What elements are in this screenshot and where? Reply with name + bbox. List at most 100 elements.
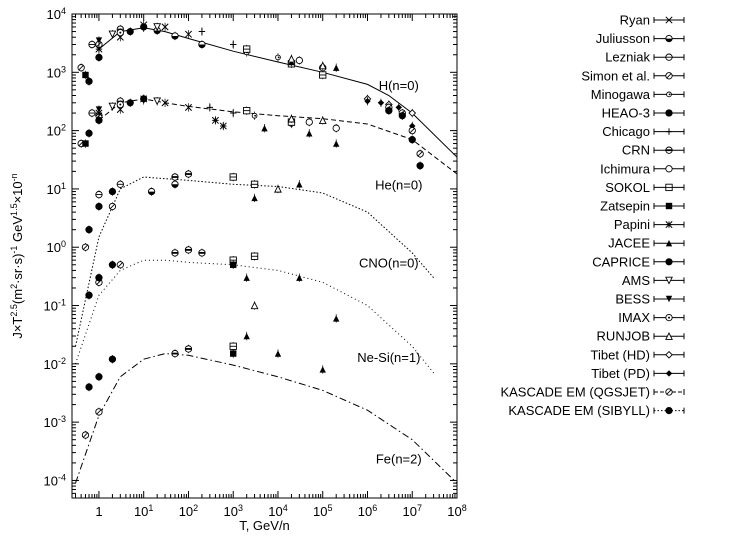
- data-point-lezniak: [88, 109, 96, 117]
- data-point-chicago: [230, 41, 237, 48]
- data-point-tibet-pd: [395, 104, 402, 111]
- data-point-heao-3: [85, 291, 93, 299]
- legend-label: Papini: [614, 217, 650, 232]
- data-point-chicago: [198, 28, 206, 35]
- legend-label: Tibet (HD): [591, 347, 650, 362]
- x-tick-label: 106: [358, 503, 377, 519]
- data-point-simon-et-al: [108, 202, 117, 211]
- data-point-jacee: [261, 124, 268, 132]
- x-tick-label: 105: [313, 503, 332, 519]
- data-point-kascade-em-sibyll: [398, 112, 406, 120]
- y-tick-label: 10-1: [44, 298, 66, 314]
- y-tick-label: 101: [47, 181, 66, 197]
- data-point-imax: [116, 28, 124, 37]
- curve-label: H(n=0): [379, 78, 419, 93]
- data-point-bess: [95, 37, 103, 44]
- data-point-crn: [184, 345, 193, 353]
- fit-curve-ne-si: [75, 259, 434, 374]
- data-point-heao-3: [85, 226, 93, 234]
- legend-label: Ichimura: [600, 161, 651, 176]
- legend-label: Simon et al.: [581, 68, 650, 83]
- data-point-lezniak: [88, 40, 96, 49]
- data-point-heao-3: [108, 187, 117, 196]
- data-point-zatsepin: [82, 140, 89, 147]
- data-point-caprice: [126, 27, 134, 36]
- curve-label: CNO(n=0): [359, 255, 419, 270]
- data-point-ryan: [184, 103, 193, 111]
- data-point-zatsepin: [230, 261, 237, 268]
- data-point-juliusson: [171, 32, 179, 40]
- y-axis-label: J×T2.5(m2·sr·s)-1 GeV1.5×10-n: [9, 173, 25, 338]
- data-point-ams: [153, 97, 162, 106]
- data-point-runjob: [250, 301, 259, 310]
- data-point-sokol: [243, 106, 251, 115]
- data-point-juliusson: [147, 187, 156, 196]
- data-point-ams: [153, 23, 162, 32]
- data-point-sokol: [229, 342, 237, 350]
- y-tick-label: 104: [47, 6, 66, 22]
- fit-curve-he: [98, 98, 457, 175]
- data-point-heao-3: [85, 383, 93, 391]
- data-point-ichimura: [332, 124, 340, 132]
- legend-label: IMAX: [618, 310, 650, 325]
- data-point-jacee: [333, 64, 340, 71]
- curve-labels: H(n=0) He(n=0) CNO(n=0) Ne-Si(n=1) Fe(n=2): [357, 78, 422, 466]
- data-point-heao-3: [85, 129, 93, 137]
- data-point-simon-et-al: [81, 431, 90, 439]
- data-point-kascade-em-sibyll: [416, 162, 424, 170]
- data-point-bess: [140, 97, 147, 104]
- y-tick-label: 10-4: [44, 472, 66, 488]
- legend-label: Ryan: [620, 13, 650, 28]
- data-point-jacee: [251, 194, 258, 202]
- data-point-zatsepin: [82, 71, 89, 79]
- legend-marker-jacee: [665, 240, 673, 247]
- data-point-runjob: [318, 116, 327, 124]
- legend-marker-heao-3: [665, 109, 673, 117]
- legend-marker-sokol: [665, 183, 673, 192]
- data-point-chicago: [206, 104, 214, 111]
- legend-label: HEAO-3: [602, 106, 650, 121]
- data-point-crn: [184, 170, 193, 178]
- data-point-ichimura: [305, 118, 313, 126]
- data-point-kascade-em-sibyll: [385, 106, 393, 115]
- legend-label: Juliusson: [596, 31, 650, 46]
- legend-marker-kascade-em-sibyll: [665, 406, 673, 415]
- legend-marker-crn: [665, 146, 673, 154]
- data-point-runjob: [287, 54, 296, 63]
- data-point-runjob: [274, 184, 282, 193]
- data-point-jacee: [274, 350, 282, 357]
- legend-marker-ryan: [665, 16, 673, 24]
- x-tick-label: 103: [223, 503, 242, 519]
- data-point-chicago: [230, 109, 237, 117]
- data-point-heao-3: [108, 355, 117, 363]
- legend-label: JACEE: [608, 236, 650, 251]
- y-tick-label: 103: [47, 64, 66, 80]
- y-tick-label: 100: [47, 239, 66, 255]
- data-point-crn: [184, 246, 193, 254]
- legend-label: CAPRICE: [592, 254, 650, 269]
- data-point-sokol: [250, 180, 259, 188]
- data-point-heao-3: [85, 77, 93, 85]
- legend-marker-imax: [665, 313, 673, 322]
- data-point-lezniak: [116, 180, 124, 188]
- legend-marker-bess: [665, 295, 673, 303]
- legend-marker-runjob: [665, 331, 673, 340]
- data-point-crn: [171, 173, 179, 181]
- data-point-ams: [108, 30, 117, 39]
- data-point-caprice: [126, 99, 134, 107]
- legend-label: Lezniak: [605, 50, 650, 65]
- legend-marker-lezniak: [665, 53, 673, 61]
- data-point-heao-3: [95, 373, 103, 381]
- data-point-ryan: [184, 30, 193, 38]
- legend-label: KASCADE EM (SIBYLL): [508, 403, 650, 418]
- data-point-juliusson: [171, 180, 179, 188]
- data-point-kascade-em-sibyll: [408, 135, 416, 144]
- legend-label: KASCADE EM (QGSJET): [500, 385, 650, 400]
- data-points: [77, 20, 424, 440]
- legend-marker-papini: [665, 221, 673, 229]
- data-point-papini: [219, 122, 227, 130]
- data-point-kascade-em-qgsjet: [408, 126, 416, 135]
- data-point-simon-et-al: [77, 64, 85, 72]
